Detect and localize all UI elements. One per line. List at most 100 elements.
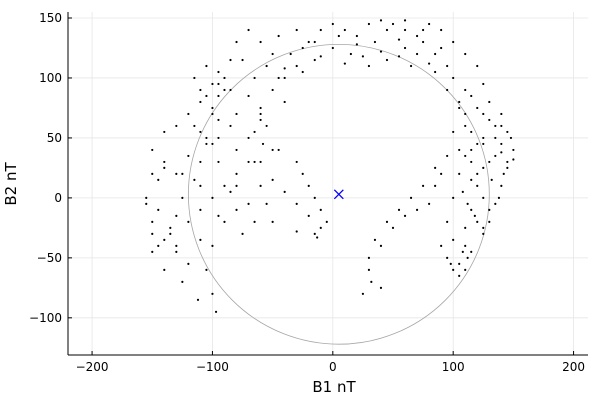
data-point: [464, 226, 467, 229]
data-point: [145, 196, 148, 199]
data-point: [271, 148, 274, 152]
data-point: [476, 172, 479, 176]
x-axis-label: B1 nT: [312, 378, 356, 396]
data-point: [265, 64, 268, 68]
data-point: [289, 52, 292, 56]
data-point: [265, 202, 268, 205]
y-tick-label: 150: [39, 11, 62, 25]
data-point: [476, 220, 479, 223]
data-point: [497, 196, 501, 199]
data-point: [428, 62, 431, 65]
data-point: [163, 130, 166, 134]
data-point: [449, 262, 452, 265]
data-point: [247, 160, 250, 164]
data-point: [205, 268, 208, 271]
data-point: [482, 142, 485, 146]
data-point: [163, 166, 166, 170]
data-point: [145, 202, 148, 205]
data-point: [512, 158, 515, 161]
data-point: [211, 292, 214, 295]
data-point: [500, 184, 503, 187]
data-point: [163, 160, 166, 164]
data-point: [217, 94, 220, 98]
data-point: [464, 154, 467, 158]
data-point: [205, 142, 208, 146]
data-point: [205, 64, 208, 68]
data-point: [409, 64, 413, 68]
data-point: [473, 214, 476, 217]
data-point: [283, 190, 286, 193]
data-point: [500, 124, 503, 128]
data-point: [391, 226, 395, 229]
data-point: [440, 46, 443, 50]
data-point: [482, 226, 485, 229]
data-point: [440, 172, 443, 176]
data-point: [367, 22, 371, 26]
data-point: [313, 196, 316, 199]
data-point: [301, 46, 304, 50]
data-point: [157, 208, 160, 211]
data-point: [199, 208, 202, 211]
data-point: [253, 220, 256, 223]
data-point: [470, 250, 473, 253]
data-point: [428, 22, 431, 26]
data-point: [385, 220, 389, 223]
data-point: [397, 208, 401, 211]
data-point: [247, 94, 250, 98]
data-point: [434, 166, 437, 170]
data-point: [421, 40, 425, 44]
data-point: [452, 76, 455, 80]
data-point: [461, 250, 464, 253]
data-point: [229, 190, 232, 193]
x-tick-label: 200: [562, 360, 585, 374]
data-point: [452, 130, 455, 134]
data-point: [367, 256, 371, 259]
data-point: [217, 136, 220, 140]
data-point: [217, 160, 220, 164]
data-point: [181, 172, 184, 176]
data-point: [494, 154, 497, 158]
data-point: [446, 88, 449, 92]
data-point: [506, 166, 509, 170]
data-point: [181, 280, 184, 283]
data-point: [500, 151, 503, 154]
data-point: [458, 274, 461, 277]
data-point: [157, 178, 160, 182]
data-point: [367, 64, 371, 68]
data-point: [325, 220, 328, 223]
data-point: [458, 106, 461, 110]
data-point: [313, 232, 316, 235]
data-point: [211, 106, 214, 110]
data-point: [175, 124, 178, 128]
data-point: [452, 268, 455, 271]
data-point: [470, 148, 473, 152]
data-point: [379, 19, 383, 22]
data-point: [205, 136, 208, 140]
reference-circle-layer: [187, 43, 490, 345]
data-point: [277, 76, 280, 80]
data-point: [385, 28, 389, 32]
data-point: [211, 142, 214, 146]
data-point: [434, 184, 437, 187]
data-point: [211, 82, 214, 86]
data-point: [253, 160, 256, 164]
data-point: [211, 244, 214, 247]
data-point: [199, 184, 202, 187]
data-point: [409, 196, 413, 199]
data-point: [500, 112, 503, 116]
data-point: [223, 184, 226, 187]
data-point: [434, 70, 437, 74]
data-point: [331, 46, 334, 50]
data-point: [506, 160, 509, 164]
data-point: [458, 172, 461, 176]
data-point: [181, 196, 184, 199]
y-tick-label: −100: [29, 311, 62, 325]
data-point: [370, 280, 373, 283]
data-point: [295, 64, 298, 68]
data-point: [247, 28, 250, 32]
x-tick-label: −100: [196, 360, 229, 374]
data-point: [458, 262, 461, 265]
data-point: [440, 244, 443, 247]
